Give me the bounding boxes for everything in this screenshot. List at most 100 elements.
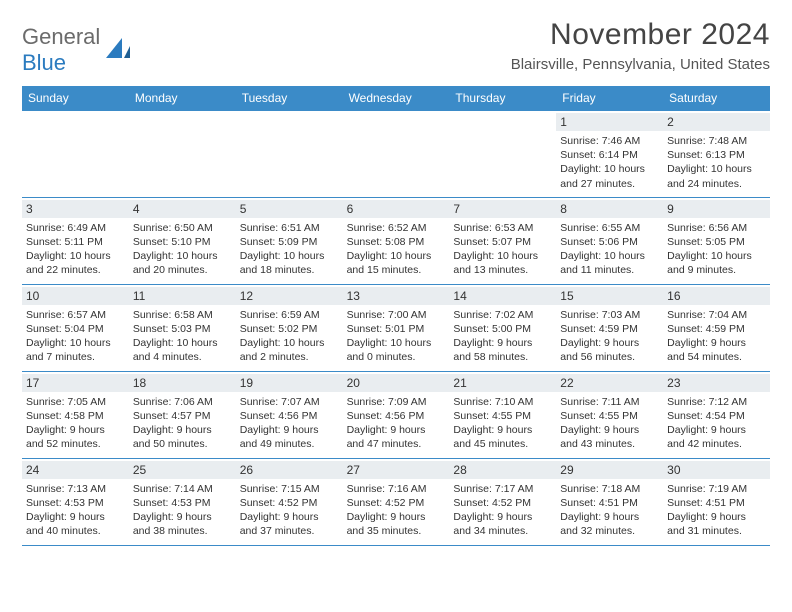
- day-cell: 6Sunrise: 6:52 AMSunset: 5:08 PMDaylight…: [343, 198, 450, 284]
- dayhead-fri: Friday: [556, 86, 663, 110]
- day-info: Sunrise: 7:10 AMSunset: 4:55 PMDaylight:…: [453, 395, 552, 452]
- sunset-text: Sunset: 4:55 PM: [560, 409, 659, 423]
- daylight-text: Daylight: 9 hours and 47 minutes.: [347, 423, 446, 451]
- day-cell: 8Sunrise: 6:55 AMSunset: 5:06 PMDaylight…: [556, 198, 663, 284]
- dayhead-sat: Saturday: [663, 86, 770, 110]
- daylight-text: Daylight: 9 hours and 45 minutes.: [453, 423, 552, 451]
- daylight-text: Daylight: 9 hours and 56 minutes.: [560, 336, 659, 364]
- day-number: 25: [129, 461, 236, 479]
- day-number: 15: [556, 287, 663, 305]
- sunset-text: Sunset: 5:10 PM: [133, 235, 232, 249]
- day-info: Sunrise: 7:12 AMSunset: 4:54 PMDaylight:…: [667, 395, 766, 452]
- day-cell: 21Sunrise: 7:10 AMSunset: 4:55 PMDayligh…: [449, 372, 556, 458]
- day-number: 10: [22, 287, 129, 305]
- day-cell: [343, 111, 450, 197]
- sunrise-text: Sunrise: 6:49 AM: [26, 221, 125, 235]
- day-cell: 22Sunrise: 7:11 AMSunset: 4:55 PMDayligh…: [556, 372, 663, 458]
- day-number: 27: [343, 461, 450, 479]
- week-row: 17Sunrise: 7:05 AMSunset: 4:58 PMDayligh…: [22, 371, 770, 458]
- day-info: Sunrise: 6:57 AMSunset: 5:04 PMDaylight:…: [26, 308, 125, 365]
- day-cell: 10 Sunrise: 6:57 AMSunset: 5:04 PMDayligh…: [22, 285, 129, 371]
- daylight-text: Daylight: 9 hours and 31 minutes.: [667, 510, 766, 538]
- day-info: Sunrise: 7:04 AMSunset: 4:59 PMDaylight:…: [667, 308, 766, 365]
- header: General Blue November 2024 Blairsville, …: [22, 18, 770, 76]
- day-number: 2: [663, 113, 770, 131]
- day-cell: 30 Sunrise: 7:19 AMSunset: 4:51 PMDayligh…: [663, 459, 770, 545]
- sunrise-text: Sunrise: 7:02 AM: [453, 308, 552, 322]
- sunset-text: Sunset: 4:52 PM: [347, 496, 446, 510]
- day-cell: 2 Sunrise: 7:48 AMSunset: 6:13 PMDaylight…: [663, 111, 770, 197]
- day-info: Sunrise: 7:09 AMSunset: 4:56 PMDaylight:…: [347, 395, 446, 452]
- sunrise-text: Sunrise: 7:16 AM: [347, 482, 446, 496]
- week-row: 3Sunrise: 6:49 AMSunset: 5:11 PMDaylight…: [22, 197, 770, 284]
- day-cell: 9Sunrise: 6:56 AMSunset: 5:05 PMDaylight…: [663, 198, 770, 284]
- daylight-text: Daylight: 10 hours and 0 minutes.: [347, 336, 446, 364]
- week-row: 24Sunrise: 7:13 AMSunset: 4:53 PMDayligh…: [22, 458, 770, 545]
- day-cell: 4Sunrise: 6:50 AMSunset: 5:10 PMDaylight…: [129, 198, 236, 284]
- day-number: 19: [236, 374, 343, 392]
- sunset-text: Sunset: 4:56 PM: [347, 409, 446, 423]
- sunrise-text: Sunrise: 7:00 AM: [347, 308, 446, 322]
- daylight-text: Daylight: 10 hours and 22 minutes.: [26, 249, 125, 277]
- day-number: 30: [663, 461, 770, 479]
- day-cell: 7Sunrise: 6:53 AMSunset: 5:07 PMDaylight…: [449, 198, 556, 284]
- sunset-text: Sunset: 5:08 PM: [347, 235, 446, 249]
- day-number: 14: [449, 287, 556, 305]
- day-cell: [22, 111, 129, 197]
- day-info: Sunrise: 7:00 AMSunset: 5:01 PMDaylight:…: [347, 308, 446, 365]
- day-info: Sunrise: 6:55 AMSunset: 5:06 PMDaylight:…: [560, 221, 659, 278]
- daylight-text: Daylight: 10 hours and 2 minutes.: [240, 336, 339, 364]
- sunrise-text: Sunrise: 7:14 AM: [133, 482, 232, 496]
- sunrise-text: Sunrise: 6:58 AM: [133, 308, 232, 322]
- day-info: Sunrise: 7:48 AMSunset: 6:13 PMDaylight:…: [667, 134, 766, 191]
- sunset-text: Sunset: 5:06 PM: [560, 235, 659, 249]
- day-number: 9: [663, 200, 770, 218]
- day-number: 16: [663, 287, 770, 305]
- sunrise-text: Sunrise: 7:03 AM: [560, 308, 659, 322]
- week-row: 10Sunrise: 6:57 AMSunset: 5:04 PMDayligh…: [22, 284, 770, 371]
- sunset-text: Sunset: 5:04 PM: [26, 322, 125, 336]
- day-number: 13: [343, 287, 450, 305]
- daylight-text: Daylight: 10 hours and 15 minutes.: [347, 249, 446, 277]
- dayhead-mon: Monday: [129, 86, 236, 110]
- month-title: November 2024: [511, 18, 770, 52]
- day-number: 18: [129, 374, 236, 392]
- day-info: Sunrise: 7:11 AMSunset: 4:55 PMDaylight:…: [560, 395, 659, 452]
- daylight-text: Daylight: 9 hours and 58 minutes.: [453, 336, 552, 364]
- sunrise-text: Sunrise: 6:52 AM: [347, 221, 446, 235]
- day-info: Sunrise: 6:49 AMSunset: 5:11 PMDaylight:…: [26, 221, 125, 278]
- sunrise-text: Sunrise: 7:12 AM: [667, 395, 766, 409]
- day-info: Sunrise: 7:19 AMSunset: 4:51 PMDaylight:…: [667, 482, 766, 539]
- daylight-text: Daylight: 9 hours and 35 minutes.: [347, 510, 446, 538]
- sunrise-text: Sunrise: 7:17 AM: [453, 482, 552, 496]
- sunrise-text: Sunrise: 6:53 AM: [453, 221, 552, 235]
- sunrise-text: Sunrise: 6:50 AM: [133, 221, 232, 235]
- sunset-text: Sunset: 5:02 PM: [240, 322, 339, 336]
- day-info: Sunrise: 6:51 AMSunset: 5:09 PMDaylight:…: [240, 221, 339, 278]
- daylight-text: Daylight: 9 hours and 40 minutes.: [26, 510, 125, 538]
- sunset-text: Sunset: 5:05 PM: [667, 235, 766, 249]
- daylight-text: Daylight: 9 hours and 32 minutes.: [560, 510, 659, 538]
- day-number: 24: [22, 461, 129, 479]
- sunrise-text: Sunrise: 7:18 AM: [560, 482, 659, 496]
- daylight-text: Daylight: 9 hours and 43 minutes.: [560, 423, 659, 451]
- sunrise-text: Sunrise: 6:57 AM: [26, 308, 125, 322]
- day-info: Sunrise: 7:07 AMSunset: 4:56 PMDaylight:…: [240, 395, 339, 452]
- day-cell: 23Sunrise: 7:12 AMSunset: 4:54 PMDayligh…: [663, 372, 770, 458]
- day-info: Sunrise: 7:15 AMSunset: 4:52 PMDaylight:…: [240, 482, 339, 539]
- day-number: 29: [556, 461, 663, 479]
- day-number: 4: [129, 200, 236, 218]
- sunrise-text: Sunrise: 7:13 AM: [26, 482, 125, 496]
- sunrise-text: Sunrise: 7:05 AM: [26, 395, 125, 409]
- daylight-text: Daylight: 10 hours and 13 minutes.: [453, 249, 552, 277]
- sunset-text: Sunset: 4:51 PM: [560, 496, 659, 510]
- daylight-text: Daylight: 9 hours and 38 minutes.: [133, 510, 232, 538]
- daylight-text: Daylight: 10 hours and 24 minutes.: [667, 162, 766, 190]
- sunset-text: Sunset: 4:59 PM: [560, 322, 659, 336]
- sunrise-text: Sunrise: 7:15 AM: [240, 482, 339, 496]
- day-cell: 26Sunrise: 7:15 AMSunset: 4:52 PMDayligh…: [236, 459, 343, 545]
- day-number: 7: [449, 200, 556, 218]
- daylight-text: Daylight: 9 hours and 42 minutes.: [667, 423, 766, 451]
- day-cell: 5Sunrise: 6:51 AMSunset: 5:09 PMDaylight…: [236, 198, 343, 284]
- day-cell: 14Sunrise: 7:02 AMSunset: 5:00 PMDayligh…: [449, 285, 556, 371]
